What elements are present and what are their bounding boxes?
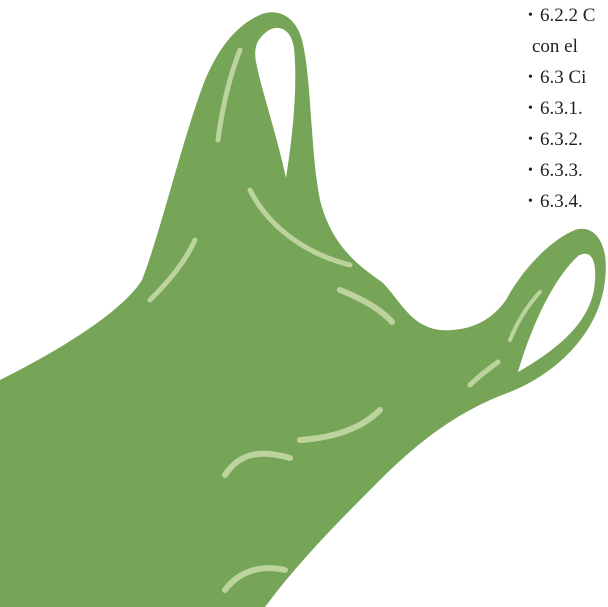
toc-list: 6.2.2 C con el 6.3 Ci 6.3.1. 6.3.2. 6.3.…	[528, 0, 595, 217]
toc-item: 6.3.3.	[528, 155, 595, 186]
toc-item: 6.3 Ci	[528, 62, 595, 93]
toc-item: 6.3.1.	[528, 93, 595, 124]
toc-item: 6.2.2 C	[528, 0, 595, 31]
page: {"toc": {"items": ["6.2.2 C", "con el", …	[0, 0, 608, 607]
hand-shape	[0, 12, 606, 607]
toc-item: 6.3.2.	[528, 124, 595, 155]
toc-item: 6.3.4.	[528, 186, 595, 217]
hand-illustration	[0, 0, 608, 607]
toc-item-continuation: con el	[528, 31, 595, 62]
